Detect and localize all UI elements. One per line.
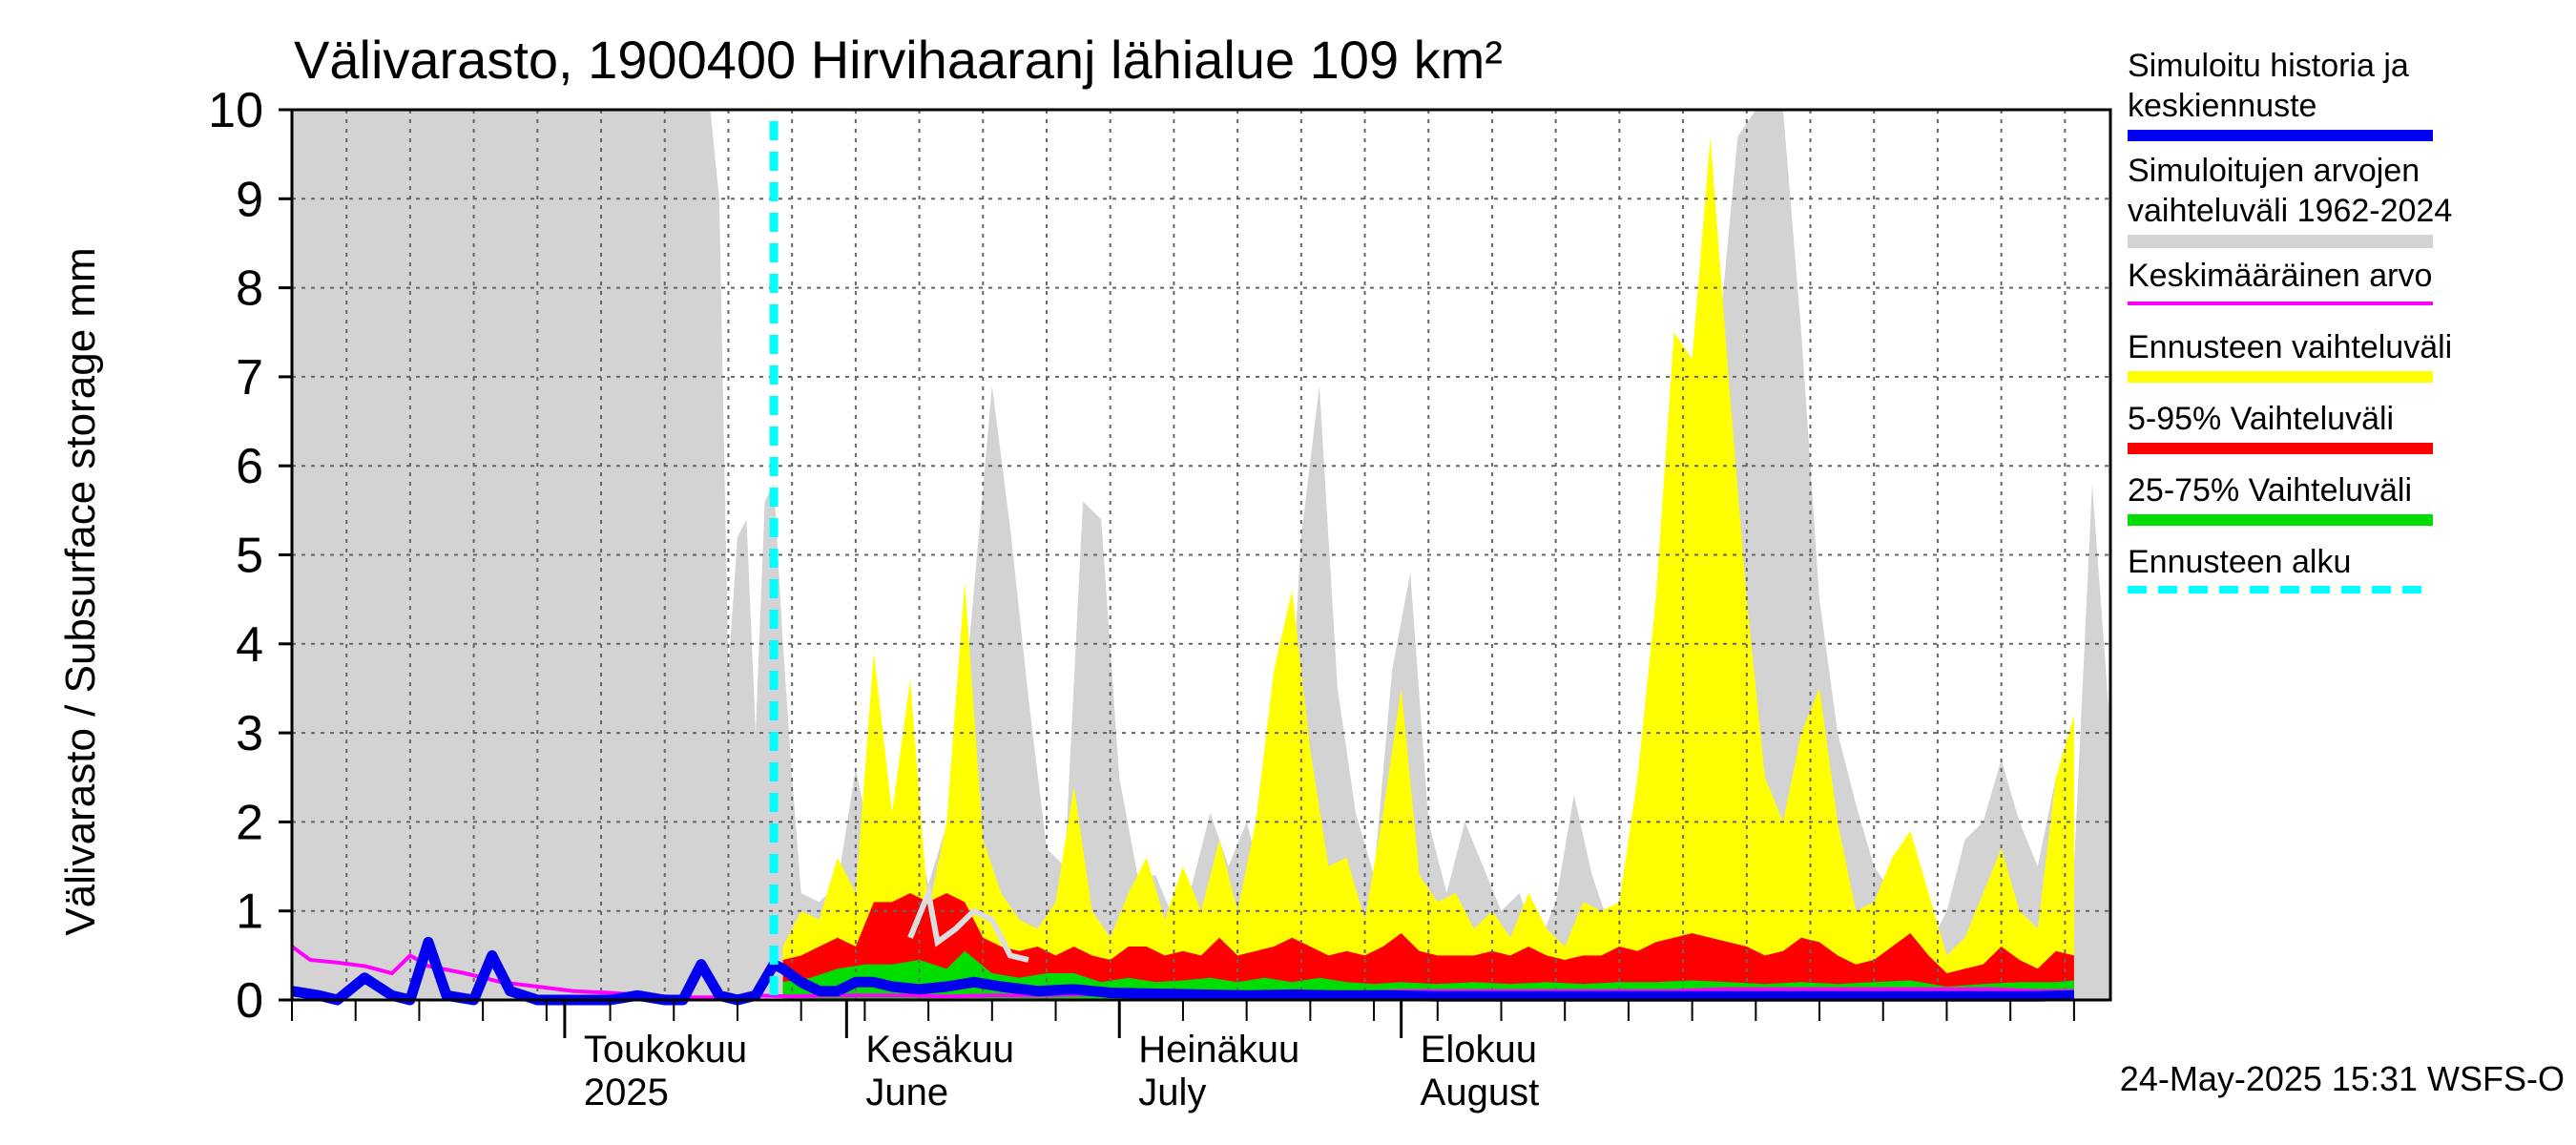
y-tick-label: 1: [236, 885, 263, 940]
historical-range-area: [292, 110, 2110, 1000]
legend-item-median: Simuloitu historia ja keskiennuste: [2128, 46, 2547, 151]
legend-label: Simuloitujen arvojen vaihteluväli 1962-2…: [2128, 153, 2453, 229]
legend-item-forecast-start: Ennusteen alku: [2128, 542, 2547, 614]
history-light-line: [907, 883, 1029, 963]
timestamp: 24-May-2025 15:31 WSFS-O: [2119, 1059, 2565, 1098]
median-line: [291, 936, 2075, 1006]
y-tick-label: 0: [236, 973, 263, 1029]
legend-item-mean: Keskimääräinen arvo: [2128, 256, 2547, 327]
y-tick-label: 4: [236, 617, 263, 673]
legend-label: Ennusteen vaihteluväli: [2128, 329, 2453, 365]
legend-label: Keskimääräinen arvo: [2128, 258, 2433, 294]
chart-title: Välivarasto, 1900400 Hirvihaaranj lähial…: [294, 30, 1503, 90]
y-tick-label: 9: [236, 172, 263, 227]
legend-item-historical-range: Simuloitujen arvojen vaihteluväli 1962-2…: [2128, 151, 2547, 256]
y-axis-label: Välivarasto / Subsurface storage mm: [57, 247, 104, 936]
legend: Simuloitu historia ja keskiennuste Simul…: [2128, 46, 2547, 614]
legend-swatch-p5-95: [2128, 443, 2433, 454]
legend-label: Simuloitu historia ja keskiennuste: [2128, 48, 2409, 124]
legend-swatch-mean: [2128, 302, 2433, 305]
x-month-label: Toukokuu: [584, 1029, 747, 1071]
x-month-sublabel: June: [865, 1072, 948, 1114]
y-tick-label: 7: [236, 350, 263, 406]
y-tick-label: 5: [236, 529, 263, 584]
mean-line: [290, 945, 2074, 1000]
legend-swatch-median: [2128, 130, 2433, 141]
y-tick-label: 10: [208, 83, 263, 138]
legend-label: Ennusteen alku: [2128, 544, 2352, 580]
y-tick-label: 3: [236, 706, 263, 761]
y-tick-label: 6: [236, 439, 263, 494]
legend-swatch-historical: [2128, 235, 2433, 248]
x-month-label: Kesäkuu: [865, 1029, 1014, 1071]
y-tick-label: 8: [236, 261, 263, 317]
p5-95-range-area: [782, 893, 2074, 1000]
legend-item-p5-95: 5-95% Vaihteluväli: [2128, 399, 2547, 470]
legend-swatch-p25-75: [2128, 514, 2433, 526]
legend-label: 25-75% Vaihteluväli: [2128, 472, 2412, 509]
x-month-sublabel: July: [1138, 1072, 1206, 1114]
legend-swatch-forecast-start: [2128, 586, 2433, 593]
x-month-sublabel: August: [1421, 1072, 1540, 1114]
legend-item-p25-75: 25-75% Vaihteluväli: [2128, 470, 2547, 542]
legend-label: 5-95% Vaihteluväli: [2128, 401, 2395, 437]
x-month-label: Elokuu: [1421, 1029, 1537, 1071]
x-month-sublabel: 2025: [584, 1072, 669, 1114]
y-tick-label: 2: [236, 795, 263, 850]
legend-item-forecast-range: Ennusteen vaihteluväli: [2128, 327, 2547, 399]
forecast-range-area: [782, 136, 2074, 1000]
legend-swatch-forecast: [2128, 371, 2433, 383]
x-month-label: Heinäkuu: [1138, 1029, 1299, 1071]
